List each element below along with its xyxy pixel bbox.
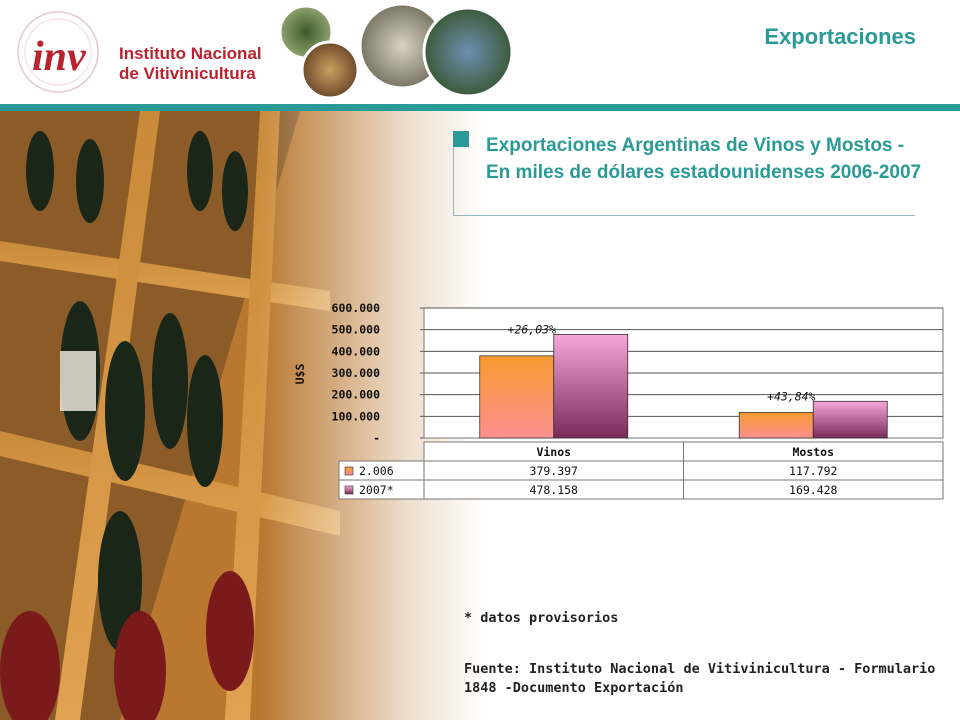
legend-label: 2.006 <box>359 464 394 478</box>
data-label: 379.397 <box>530 464 579 478</box>
bar-vinos-0 <box>479 355 555 439</box>
data-label: 478.158 <box>530 483 579 497</box>
logo-text: Instituto Nacional de Vitivinicultura <box>119 44 262 84</box>
data-label: 169.428 <box>789 483 838 497</box>
growth-annotation: +43,84% <box>767 389 816 403</box>
data-label: 117.792 <box>789 464 837 478</box>
y-axis-label: U$S <box>293 364 307 385</box>
y-axis-label-group: U$S <box>293 364 307 385</box>
source-note: Fuente: Instituto Nacional de Vitivinicu… <box>464 660 960 698</box>
y-tick-label: 300.000 <box>332 366 381 380</box>
category-label: Vinos <box>536 445 571 459</box>
data-table: Vinos Mostos 2.006 379.397 117.792 2007* 478.1… <box>338 441 944 500</box>
section-title: Exportaciones <box>764 24 916 49</box>
harvest-photo <box>422 6 514 98</box>
table-cell <box>683 479 944 500</box>
plot-area: +26,03% +43,84% <box>423 307 944 439</box>
heading-rule-vertical <box>453 147 454 215</box>
chart-heading: Exportaciones Argentinas de Vinos y Most… <box>486 135 922 183</box>
y-tick-label: 400.000 <box>332 344 381 358</box>
y-axis: - 100.000 200.000 300.000 400.000 500.000 600.… <box>332 301 424 445</box>
inv-logo-mark: inv <box>17 11 99 93</box>
source-line-1: Fuente: Instituto Nacional de Vitivinicu… <box>464 661 936 677</box>
legend-swatch <box>344 466 354 476</box>
header-bar: inv Instituto Nacional de Vitivinicultur… <box>0 0 960 104</box>
header-divider <box>0 104 960 111</box>
heading-marker <box>453 131 469 147</box>
footnote: * datos provisorios <box>464 610 619 626</box>
winemaker-photo <box>300 40 360 100</box>
y-tick-label: 600.000 <box>332 301 381 315</box>
vineyard-photo-collage <box>278 2 514 100</box>
growth-annotation: +26,03% <box>508 322 557 336</box>
y-tick-label: - <box>373 431 380 445</box>
legend-label: 2007* <box>359 483 394 497</box>
category-label: Mostos <box>792 445 834 459</box>
legend-swatch <box>344 485 354 495</box>
heading-rule-horizontal <box>453 215 915 216</box>
logo-line-1: Instituto Nacional <box>119 44 262 63</box>
y-tick-label: 100.000 <box>332 409 381 423</box>
export-bar-chart: U$S - 100.000 200.000 300.000 400.000 500.000… <box>293 301 944 500</box>
bar-mostos-1 <box>812 400 888 439</box>
source-line-2: 1848 -Documento Exportación <box>464 680 684 696</box>
inv-logo: inv Instituto Nacional de Vitivinicultur… <box>12 8 262 98</box>
bar-mostos-0 <box>738 412 814 439</box>
svg-text:inv: inv <box>32 34 87 80</box>
logo-line-2: de Vitivinicultura <box>119 64 256 83</box>
y-tick-label: 200.000 <box>332 388 381 402</box>
y-tick-label: 500.000 <box>332 323 381 337</box>
bar-vinos-1 <box>553 333 629 439</box>
